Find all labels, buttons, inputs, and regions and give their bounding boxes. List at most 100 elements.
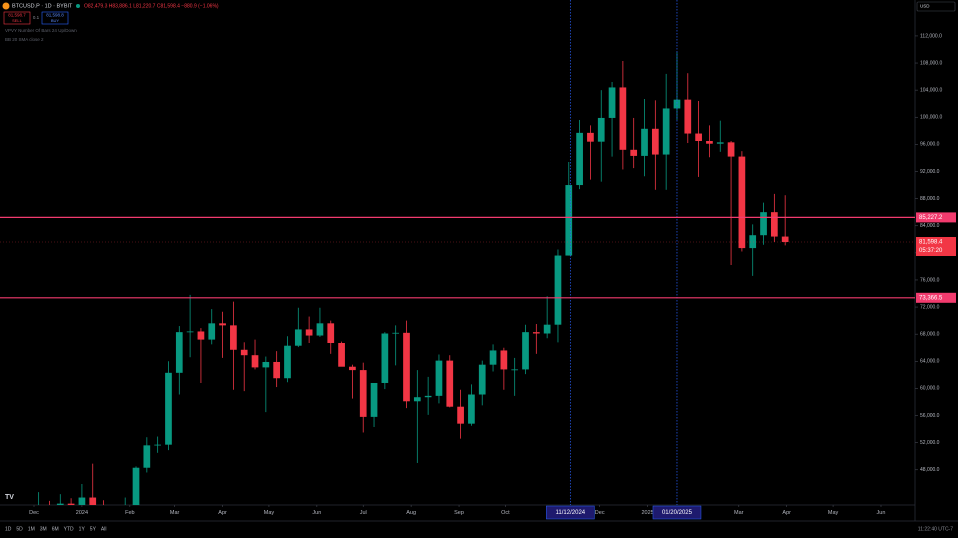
y-tick-label: 52,000.0: [920, 440, 940, 446]
indicator[interactable]: BB 20 SMA close 2: [5, 37, 44, 42]
candle-body: [56, 503, 64, 505]
y-tick-label: 72,000.0: [920, 304, 940, 310]
y-tick-label: 60,000.0: [920, 386, 940, 392]
price-line-badge: [916, 212, 956, 223]
candle-body: [468, 394, 475, 424]
y-tick-label: 76,000.0: [920, 277, 940, 283]
candle-body: [565, 185, 573, 256]
candle-body: [457, 406, 464, 424]
logo: TV: [5, 494, 14, 501]
candle-body: [749, 235, 757, 249]
symbol[interactable]: BTCUSD.P · 1D · BYBIT: [12, 3, 73, 9]
candle-body: [349, 366, 356, 371]
candle-body: [554, 255, 562, 325]
candle-body: [651, 128, 659, 155]
candle-body: [522, 332, 529, 370]
candle-body: [370, 382, 378, 417]
date-marker-label: 01/20/2025: [662, 510, 693, 516]
y-tick-label: 84,000.0: [920, 223, 940, 229]
sell-label: SELL: [12, 18, 23, 23]
buy-label: BUY: [51, 18, 60, 23]
y-tick-label: 100,000.0: [920, 115, 942, 121]
last-price-badge: [916, 237, 956, 257]
candle-body: [781, 236, 789, 243]
candle-body: [165, 372, 172, 445]
timeframe-button[interactable]: 5D: [16, 526, 23, 532]
price-line-label: 73,366.5: [919, 295, 943, 301]
date-marker-label: 11/12/2024: [556, 510, 586, 516]
buy-button[interactable]: [41, 11, 69, 25]
currency-button[interactable]: [916, 1, 956, 12]
candle-body: [424, 395, 432, 398]
overlays: 11/12/2024 01/20/2025 85,227.2 73,366.5 81,5…: [0, 0, 956, 520]
candle-body: [684, 99, 692, 134]
timeframe-button[interactable]: 3M: [40, 526, 47, 532]
timeframe-button[interactable]: YTD: [64, 526, 74, 532]
candle-body: [197, 331, 205, 340]
x-tick-label: 2025: [641, 510, 653, 516]
x-tick-label: Dec: [29, 510, 39, 516]
candle-body: [381, 333, 389, 383]
candle-body: [294, 329, 302, 346]
candle-body: [262, 361, 270, 368]
candle-body: [100, 512, 107, 513]
candle-body: [727, 142, 735, 157]
status-dot: [76, 4, 80, 8]
candle-body: [175, 332, 183, 373]
sell-price: 81,598.7: [8, 13, 26, 18]
timeframe-button[interactable]: 1M: [28, 526, 35, 532]
candle-body: [641, 128, 648, 156]
timeframe-button[interactable]: 1Y: [79, 526, 86, 532]
timeframe-button[interactable]: 6M: [52, 526, 59, 532]
candle-body: [413, 397, 421, 402]
candle-body: [500, 350, 508, 370]
spread: 0.1: [33, 15, 40, 20]
x-tick-label: Mar: [170, 510, 180, 516]
y-tick-label: 104,000.0: [920, 87, 942, 93]
indicator[interactable]: VPVY Number Of Bars 24 Up/Down: [5, 28, 77, 33]
candles: [38, 52, 789, 513]
x-tick-label: Dec: [595, 510, 605, 516]
y-tick-label: 68,000.0: [920, 332, 940, 338]
y-tick-label: 48,000.0: [920, 467, 940, 473]
timeframe-button[interactable]: 5Y: [90, 526, 97, 532]
y-tick-label: 112,000.0: [920, 33, 942, 39]
x-tick-label: Aug: [406, 510, 416, 516]
timeframe-button[interactable]: 1D: [5, 526, 12, 532]
y-tick-label: 88,000.0: [920, 196, 940, 202]
y-tick-label: 56,000.0: [920, 413, 940, 419]
candle-body: [392, 332, 400, 334]
sell-button[interactable]: [3, 11, 31, 25]
candle-body: [770, 212, 778, 237]
candle-body: [273, 361, 281, 379]
x-tick-label: Oct: [501, 510, 510, 516]
candle-body: [619, 87, 627, 150]
x-tick-label: 2024: [76, 510, 88, 516]
candle-body: [435, 360, 443, 396]
candle-body: [143, 445, 151, 468]
date-marker-box: [546, 505, 595, 520]
x-tick-label: Sep: [454, 510, 464, 516]
candle-body: [695, 133, 702, 141]
price-line-badge: [916, 292, 956, 303]
x-tick-label: Apr: [782, 510, 791, 516]
candle-body: [78, 497, 86, 505]
clock: 11:22:40 UTC-7: [918, 526, 953, 532]
candle-body: [532, 332, 540, 334]
candle-body: [706, 140, 713, 144]
candle-body: [230, 325, 237, 350]
candle-body: [305, 329, 313, 336]
candle-body: [446, 360, 454, 407]
candle-body: [576, 132, 583, 186]
date-marker-box: [652, 505, 702, 520]
currency: USD: [920, 4, 930, 9]
candle-body: [489, 350, 497, 365]
y-tick-label: 64,000.0: [920, 359, 940, 365]
x-tick-label: Jul: [360, 510, 367, 516]
y-tick-label: 108,000.0: [920, 60, 942, 66]
candle-body: [673, 99, 681, 109]
timeframe-button[interactable]: All: [101, 526, 107, 532]
candle-body: [327, 323, 335, 343]
x-tick-label: Jun: [877, 510, 886, 516]
